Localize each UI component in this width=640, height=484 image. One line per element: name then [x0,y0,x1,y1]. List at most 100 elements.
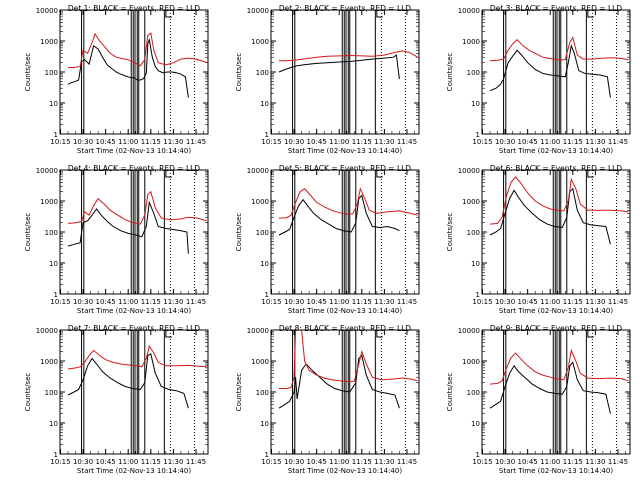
y-axis-label: Counts/sec [24,53,32,92]
y-tick-label: 1000 [40,198,58,206]
y-tick-label: 10000 [36,7,58,15]
x-tick-label: 10:15 [50,298,70,306]
x-tick-label: 10:45 [96,298,116,306]
y-tick-label: 10 [471,100,480,108]
x-axis-label: Start Time (02-Nov-13 10:14:40) [77,307,191,315]
panel-title: Det 3: BLACK = Events, RED = LLD [490,4,622,13]
x-tick-label: 10:15 [261,138,281,146]
x-tick-label: 11:30 [163,458,183,466]
x-tick-label: 10:45 [307,298,327,306]
x-tick-label: 11:00 [329,298,349,306]
y-tick-label: 1000 [462,358,480,366]
lld-series-line [489,176,629,225]
plot-frame [270,329,420,455]
y-tick-label: 10 [471,420,480,428]
lld-series-line [67,190,207,225]
chart-panel-8: 1 10 100 1000 10000 10:15 10:30 10:45 11:00 11:15… [235,324,420,475]
y-axis-label: Counts/sec [446,373,454,412]
interval-bracket [165,330,172,338]
interval-bracket [587,10,594,18]
panel-title: Det 5: BLACK = Events, RED = LLD [279,164,411,173]
x-tick-label: 11:45 [608,138,628,146]
x-tick-label: 11:15 [563,138,583,146]
y-tick-label: 1 [265,451,269,459]
plot-frame [270,169,420,295]
y-tick-label: 100 [467,389,480,397]
x-tick-label: 10:30 [284,138,304,146]
y-axis-label: Counts/sec [235,213,243,252]
plot-frame [59,329,209,455]
y-tick-label: 10 [471,260,480,268]
lld-series-line [278,187,418,219]
y-axis-label: Counts/sec [24,373,32,412]
y-tick-label: 1000 [251,38,269,46]
y-axis-label: Counts/sec [446,53,454,92]
interval-bracket [587,330,594,338]
panel-title: Det 9: BLACK = Events, RED = LLD [490,324,622,333]
y-tick-label: 1000 [462,198,480,206]
y-tick-label: 100 [256,389,269,397]
events-series-line [489,187,611,245]
x-axis-label: Start Time (02-Nov-13 10:14:40) [499,307,613,315]
x-tick-label: 10:45 [96,458,116,466]
x-tick-label: 11:00 [540,458,560,466]
chart-panel-7: 1 10 100 1000 10000 10:15 10:30 10:45 11:00 11:15… [24,324,209,475]
x-tick-label: 11:45 [397,458,417,466]
x-tick-label: 11:30 [374,138,394,146]
x-tick-label: 11:15 [563,458,583,466]
x-tick-label: 10:30 [495,138,515,146]
interval-bracket [376,10,383,18]
x-tick-label: 10:45 [518,138,538,146]
y-tick-label: 1 [265,291,269,299]
x-axis-label: Start Time (02-Nov-13 10:14:40) [288,147,402,155]
y-tick-label: 10000 [247,167,269,175]
y-tick-label: 10000 [458,327,480,335]
x-tick-label: 10:30 [73,298,93,306]
y-tick-label: 10 [49,100,58,108]
lld-series-line [279,50,418,62]
x-axis-label: Start Time (02-Nov-13 10:14:40) [499,147,613,155]
x-tick-label: 11:00 [540,298,560,306]
x-tick-label: 11:15 [563,298,583,306]
x-tick-label: 11:15 [352,138,372,146]
y-tick-label: 10000 [247,7,269,15]
x-tick-label: 10:30 [495,458,515,466]
chart-panel-1: 1 10 100 1000 10000 10:15 10:30 10:45 11:00 11:15… [24,4,209,155]
x-tick-label: 10:15 [472,138,492,146]
panel-title: Det 1: BLACK = Events, RED = LLD [68,4,200,13]
x-tick-label: 10:15 [50,138,70,146]
y-tick-label: 1 [54,131,58,139]
x-tick-label: 11:15 [141,458,161,466]
y-tick-label: 10 [260,260,269,268]
y-tick-label: 100 [256,69,269,77]
x-tick-label: 10:45 [96,138,116,146]
lld-series-line [68,32,207,68]
y-tick-label: 1 [476,291,480,299]
x-axis-label: Start Time (02-Nov-13 10:14:40) [77,147,191,155]
events-series-line [67,37,189,98]
y-axis-label: Counts/sec [24,213,32,252]
y-tick-label: 1000 [40,358,58,366]
interval-bracket [376,170,383,178]
y-tick-label: 10 [49,420,58,428]
lld-series-line [489,348,629,385]
chart-panel-4: 1 10 100 1000 10000 10:15 10:30 10:45 11:00 11:15… [24,164,209,315]
y-axis-label: Counts/sec [446,213,454,252]
y-tick-label: 1 [476,131,480,139]
y-tick-label: 1 [54,451,58,459]
y-tick-label: 100 [45,229,58,237]
y-tick-label: 1000 [251,358,269,366]
y-tick-label: 100 [45,69,58,77]
x-tick-label: 11:45 [186,138,206,146]
y-tick-label: 10 [260,420,269,428]
y-axis-label: Counts/sec [235,53,243,92]
x-tick-label: 10:45 [518,458,538,466]
x-tick-label: 11:15 [352,298,372,306]
x-axis-label: Start Time (02-Nov-13 10:14:40) [77,467,191,475]
x-tick-label: 11:00 [540,138,560,146]
events-series-line [278,54,400,79]
lld-series-line [279,330,418,389]
x-tick-label: 11:00 [329,458,349,466]
plot-frame [481,329,631,455]
panel-title: Det 6: BLACK = Events, RED = LLD [490,164,622,173]
